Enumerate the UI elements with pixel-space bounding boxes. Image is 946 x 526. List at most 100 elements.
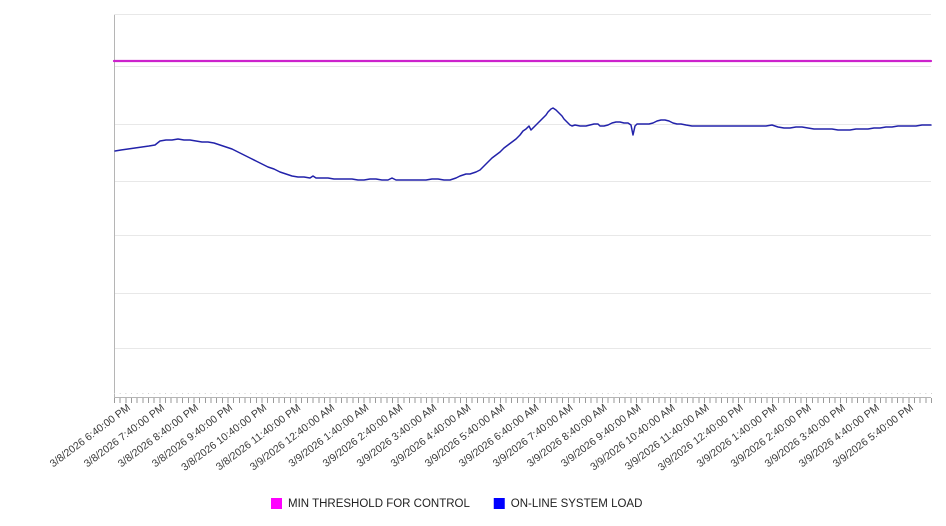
x-tick-dot [562,393,564,394]
x-tick-dot [114,393,115,394]
x-tick-dot [238,393,240,394]
x-tick-dot [284,393,286,394]
x-tick-dot [584,393,586,394]
x-tick-dot [794,393,796,394]
x-tick-dot [278,393,280,394]
x-tick-dot [312,393,314,394]
x-tick-dot [318,393,320,394]
x-tick-dot [210,393,212,394]
x-tick-dot [811,393,813,394]
x-tick-dot [176,393,178,394]
x-tick-dot [670,393,672,394]
x-tick-dot [715,393,717,394]
x-tick-dot [516,393,518,394]
x-tick-dot [545,393,547,394]
x-tick-dot [454,393,456,394]
x-tick-dot [409,393,411,394]
legend-label-min-threshold-for-control: MIN THRESHOLD FOR CONTROL [288,498,470,510]
x-tick-dot [227,393,229,394]
x-tick-dot [528,393,530,394]
x-tick-dot [119,393,121,394]
x-tick-dot [125,393,127,394]
x-tick-dot [465,393,467,394]
x-tick-dot [556,393,558,394]
x-axis-labels: 3/8/2026 6:40:00 PM3/8/2026 7:40:00 PM3/… [48,402,916,474]
x-tick-dot [726,393,728,394]
x-tick-dot [414,393,416,394]
x-tick-dot [170,393,172,394]
x-tick-dot [420,393,422,394]
x-tick-dot [704,393,706,394]
x-tick-dot [204,393,206,394]
x-tick-dot [851,393,853,394]
x-tick-dot [148,393,150,394]
x-tick-dot [823,393,825,394]
x-tick-dot [896,393,898,394]
x-tick-dot [431,393,433,394]
x-tick-dot [153,393,155,394]
x-tick-dot [755,393,757,394]
legend-swatch-min-threshold-for-control [271,498,282,509]
x-tick-dot [533,393,535,394]
x-tick-dot [250,393,252,394]
x-tick-dot [618,393,620,394]
x-tick-dot [244,393,246,394]
x-tick-dot [221,393,223,394]
x-tick-dot [267,393,269,394]
x-tick-dot [624,393,626,394]
x-tick-dot [601,393,603,394]
x-tick-dot [857,393,859,394]
data-series-group [112,59,933,181]
x-tick-dot [131,393,133,394]
x-tick-dot [136,393,138,394]
x-tick-dot [647,393,649,394]
x-tick-dot [255,393,257,394]
x-tick-dot [159,393,161,394]
x-tick-dot [182,393,184,394]
legend-label-on-line-system-load: ON-LINE SYSTEM LOAD [511,498,643,510]
x-tick-dot [488,393,490,394]
x-tick-dot [494,393,496,394]
x-tick-dot [664,393,666,394]
x-tick-dot [522,393,524,394]
x-tick-dot [931,393,932,394]
x-tick-dot [550,393,552,394]
x-tick-dot [874,393,876,394]
x-tick-dot [800,393,802,394]
x-tick-dot [641,393,643,394]
x-tick-dot [709,393,711,394]
x-tick-dot [392,393,394,394]
x-tick-dot [607,393,609,394]
x-tick-dot [511,393,513,394]
x-tick-dot [306,393,308,394]
x-tick-dot [579,393,581,394]
x-tick-dot [687,393,689,394]
x-tick-dot [817,393,819,394]
x-tick-dot [346,393,348,394]
x-tick-dot [437,393,439,394]
x-tick-dot [828,393,830,394]
x-tick-dot [862,393,864,394]
x-tick-dot [908,393,910,394]
x-tick-dot [499,393,501,394]
x-tick-dot [732,393,734,394]
x-tick-dot [187,393,189,394]
x-tick-dot [272,393,274,394]
x-tick-dot [289,393,291,394]
x-tick-dot [386,393,388,394]
x-tick-dot [329,393,331,394]
x-tick-dot [919,393,921,394]
x-tick-dot [777,393,779,394]
x-tick-dot [573,393,575,394]
x-axis-tick-marks [114,393,932,403]
x-tick-dot [891,393,893,394]
x-tick-dot [448,393,450,394]
x-tick-dot [352,393,354,394]
x-tick-dot [301,393,303,394]
x-tick-dot [692,393,694,394]
x-tick-dot [482,393,484,394]
x-tick-dot [363,393,365,394]
x-tick-dot [357,393,359,394]
x-tick-dot [216,393,218,394]
